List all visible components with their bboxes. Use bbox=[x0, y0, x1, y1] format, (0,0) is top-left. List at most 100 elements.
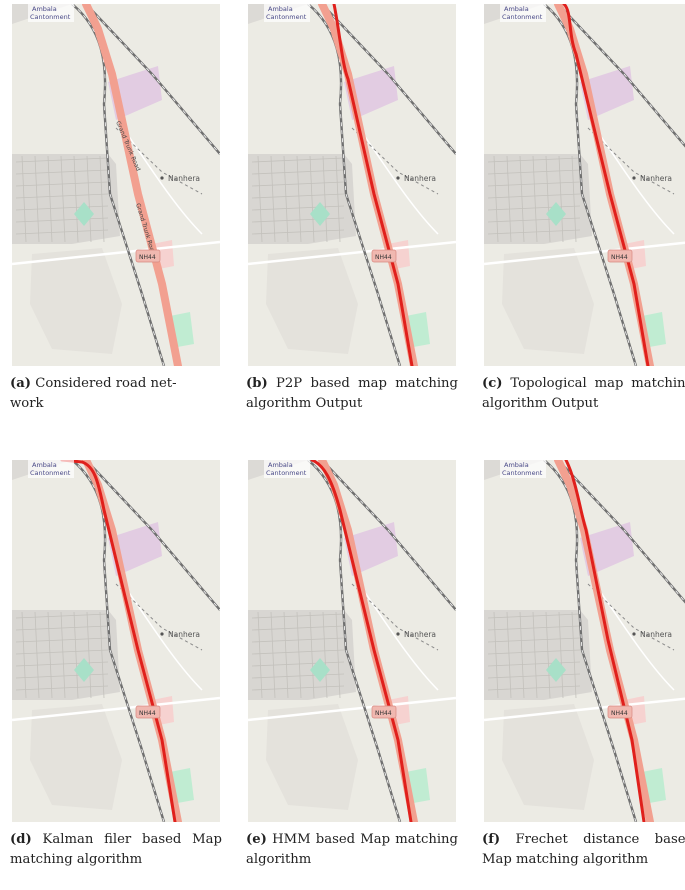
map-panel-b: Ambala Cantonment Nanhera NH44 bbox=[248, 4, 456, 366]
caption-e-text: HMM based Map matching algorithm bbox=[246, 832, 458, 867]
cantonment-label-bg bbox=[28, 460, 74, 478]
street-line bbox=[487, 673, 581, 679]
cantonment-label-line1: Ambala bbox=[32, 5, 57, 13]
street-line bbox=[335, 611, 341, 699]
cantonment-label-line1: Ambala bbox=[268, 5, 293, 13]
street-line bbox=[487, 157, 581, 163]
street-line bbox=[99, 611, 105, 699]
park-diamond bbox=[310, 658, 330, 682]
village-area bbox=[266, 704, 358, 810]
railway-dash bbox=[307, 460, 401, 822]
street-line bbox=[493, 611, 499, 699]
urban-area bbox=[12, 610, 120, 700]
village-area bbox=[30, 704, 122, 810]
matched-path bbox=[60, 460, 177, 822]
railway-branch-dash bbox=[321, 460, 456, 611]
street-line bbox=[251, 661, 345, 667]
street-line bbox=[558, 611, 564, 699]
street-line bbox=[270, 155, 276, 243]
street-line bbox=[251, 193, 345, 199]
matched-path bbox=[564, 460, 646, 822]
east-west-road bbox=[12, 696, 220, 722]
village-area bbox=[30, 248, 122, 354]
map-panel-f: Ambala Cantonment Nanhera NH44 bbox=[484, 460, 685, 822]
railway-dash bbox=[543, 4, 637, 366]
cantonment-label-bg bbox=[500, 460, 546, 478]
village-dot bbox=[396, 632, 400, 636]
street-line bbox=[251, 157, 345, 163]
park-diamond bbox=[546, 202, 566, 226]
east-west-road bbox=[484, 697, 685, 722]
map-panel-e: Ambala Cantonment Nanhera NH44 bbox=[248, 460, 456, 822]
east-west-road bbox=[248, 240, 456, 266]
street-line bbox=[571, 155, 577, 243]
village-dot bbox=[160, 632, 164, 636]
street-line bbox=[251, 649, 345, 655]
railway-branch-dash bbox=[557, 460, 685, 603]
cantonment-label-line1: Ambala bbox=[504, 461, 529, 469]
urban-area bbox=[484, 610, 592, 700]
street-line bbox=[309, 611, 315, 699]
street-line bbox=[86, 155, 92, 243]
street-line bbox=[487, 649, 581, 655]
caption-a: (a) Considered road net-work bbox=[10, 376, 177, 411]
street-line bbox=[73, 155, 79, 243]
village-label: Nanhera bbox=[404, 630, 436, 639]
street-line bbox=[15, 685, 109, 691]
street-line bbox=[15, 217, 109, 223]
street-line bbox=[251, 229, 345, 235]
street-line bbox=[270, 611, 276, 699]
highway-shield bbox=[135, 249, 161, 263]
village-dot bbox=[160, 176, 164, 180]
panel-b: Ambala Cantonment Nanhera NH44 (b) P2P base… bbox=[246, 4, 458, 434]
street-line bbox=[532, 611, 538, 699]
cantonment-label-bg bbox=[264, 460, 310, 478]
cantonment-label-line2: Cantonment bbox=[502, 469, 543, 477]
highway-shield bbox=[607, 705, 633, 719]
park-diamond bbox=[546, 658, 566, 682]
matched-path bbox=[562, 4, 650, 366]
street-line bbox=[322, 155, 328, 243]
cantonment-label-line2: Cantonment bbox=[30, 13, 71, 21]
street-line bbox=[506, 155, 512, 243]
street-line bbox=[519, 611, 525, 699]
village-label: Nanhera bbox=[404, 174, 436, 183]
street-line bbox=[487, 229, 581, 235]
highway-shield-label: NH44 bbox=[611, 254, 628, 261]
matched-path bbox=[310, 460, 413, 822]
street-line bbox=[15, 649, 109, 655]
village-area bbox=[502, 704, 594, 810]
street-line bbox=[251, 685, 345, 691]
park-diamond bbox=[74, 202, 94, 226]
street-line bbox=[47, 155, 53, 243]
railway-branch-dash bbox=[85, 4, 220, 155]
street-line bbox=[487, 205, 581, 211]
village-area bbox=[502, 248, 594, 354]
street-line bbox=[21, 155, 27, 243]
street-line bbox=[34, 611, 40, 699]
highway-shield-label: NH44 bbox=[611, 710, 628, 717]
cantonment-label-line2: Cantonment bbox=[266, 13, 307, 21]
street-line bbox=[487, 193, 581, 199]
panel-f: Ambala Cantonment Nanhera NH44 (f) Frechet … bbox=[482, 460, 685, 890]
caption-c: (c) Topological map matching algorithm O… bbox=[482, 374, 685, 414]
street-line bbox=[532, 155, 538, 243]
railway-branch-dash bbox=[321, 4, 456, 155]
cantonment-label-line1: Ambala bbox=[268, 461, 293, 469]
railway-dash bbox=[307, 4, 401, 366]
railway-branch-dash bbox=[85, 460, 220, 611]
street-line bbox=[322, 611, 328, 699]
village-label: Nanhera bbox=[640, 630, 672, 639]
street-line bbox=[571, 611, 577, 699]
street-line bbox=[60, 611, 66, 699]
map-panel-c: Ambala Cantonment Nanhera NH44 bbox=[484, 4, 685, 366]
urban-area bbox=[484, 154, 592, 244]
road-highlight bbox=[82, 4, 182, 366]
caption-e: (e) HMM based Map matching algorithm bbox=[246, 832, 458, 867]
street-line bbox=[487, 661, 581, 667]
park-diamond bbox=[74, 658, 94, 682]
street-line bbox=[86, 611, 92, 699]
street-line bbox=[15, 193, 109, 199]
street-line bbox=[519, 155, 525, 243]
panel-a: Grand Trunk Road Grand Trunk Road Ambala Ca… bbox=[10, 4, 220, 434]
